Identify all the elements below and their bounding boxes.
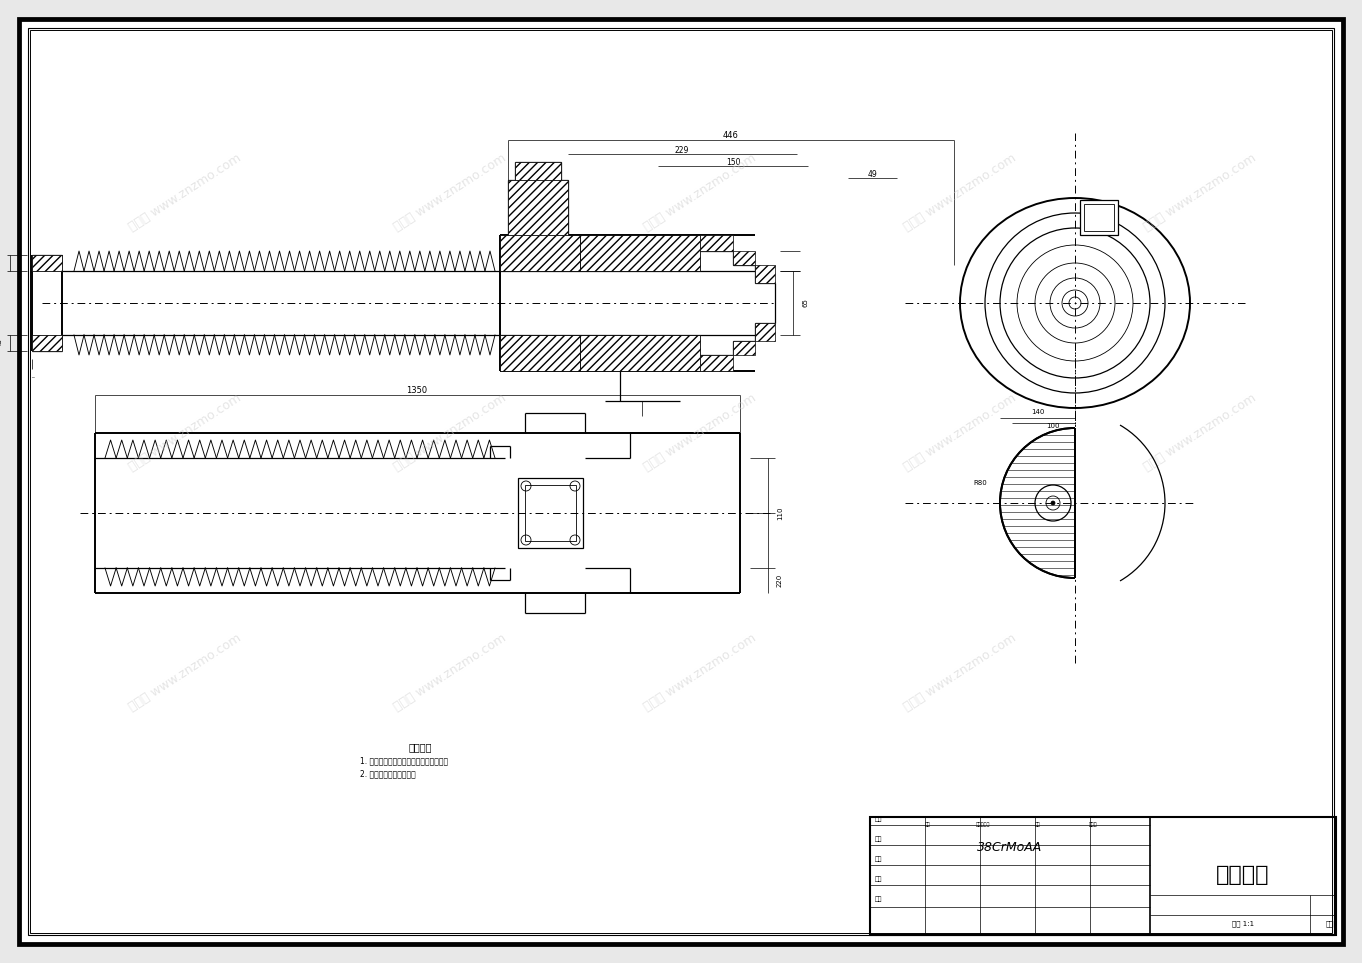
- Text: 知末网 www.znzmo.com: 知末网 www.znzmo.com: [902, 392, 1019, 474]
- Text: 比例 1:1: 比例 1:1: [1233, 920, 1254, 926]
- Text: 38CrMoAA: 38CrMoAA: [978, 841, 1043, 853]
- Bar: [500, 335, 580, 371]
- Bar: [580, 235, 700, 271]
- Text: 2. 锻造后进行调质处理。: 2. 锻造后进行调质处理。: [360, 769, 415, 778]
- Text: 229: 229: [674, 145, 689, 154]
- Bar: [500, 235, 580, 271]
- Bar: [870, 817, 1336, 935]
- Text: 知末网 www.znzmo.com: 知末网 www.znzmo.com: [127, 632, 244, 715]
- Text: 知末网 www.znzmo.com: 知末网 www.znzmo.com: [1141, 152, 1258, 234]
- Text: 1. 零件经氮化处理，气孔、裂纹等缺陷。: 1. 零件经氮化处理，气孔、裂纹等缺陷。: [360, 756, 448, 765]
- Bar: [508, 180, 568, 235]
- Bar: [31, 255, 63, 271]
- Text: 图号: 图号: [1325, 920, 1335, 926]
- Circle shape: [1051, 501, 1056, 505]
- Text: 签名: 签名: [1035, 822, 1041, 827]
- Text: 知末网 www.znzmo.com: 知末网 www.znzmo.com: [127, 152, 244, 234]
- Text: 知末网 www.znzmo.com: 知末网 www.znzmo.com: [902, 632, 1019, 715]
- Text: 知末网 www.znzmo.com: 知末网 www.znzmo.com: [391, 152, 508, 234]
- Text: 100: 100: [1046, 423, 1060, 429]
- Text: 110: 110: [776, 507, 783, 520]
- Text: 150: 150: [726, 158, 741, 167]
- Text: 技术要求: 技术要求: [409, 742, 432, 752]
- Bar: [733, 251, 755, 265]
- Bar: [31, 335, 63, 351]
- Text: 知末网 www.znzmo.com: 知末网 www.znzmo.com: [642, 632, 759, 715]
- Bar: [733, 341, 755, 355]
- Text: 知末网 www.znzmo.com: 知末网 www.znzmo.com: [391, 632, 508, 715]
- Text: R80: R80: [972, 480, 987, 486]
- Bar: [524, 485, 576, 541]
- Text: _: _: [30, 373, 34, 377]
- Text: 140: 140: [1031, 409, 1045, 415]
- Text: 49: 49: [868, 169, 877, 178]
- Text: 审核: 审核: [874, 876, 883, 882]
- Text: 220: 220: [776, 573, 783, 586]
- Text: 446: 446: [723, 131, 740, 140]
- Text: 加料机筒: 加料机筒: [1216, 865, 1269, 885]
- Bar: [1080, 200, 1118, 235]
- Text: 处数: 处数: [925, 822, 930, 827]
- Text: 更改文件号: 更改文件号: [975, 822, 990, 827]
- Text: 年月日: 年月日: [1088, 822, 1098, 827]
- Polygon shape: [1000, 428, 1075, 578]
- Bar: [755, 323, 775, 341]
- Text: 工艺: 工艺: [874, 897, 883, 901]
- Bar: [755, 265, 775, 283]
- Bar: [518, 478, 583, 548]
- Text: 知末网 www.znzmo.com: 知末网 www.znzmo.com: [902, 152, 1019, 234]
- Text: 标记: 标记: [874, 817, 883, 821]
- Text: 设计: 设计: [874, 836, 883, 842]
- Text: 知末网 www.znzmo.com: 知末网 www.znzmo.com: [127, 392, 244, 474]
- Text: 制图: 制图: [874, 856, 883, 862]
- Text: 知末网 www.znzmo.com: 知末网 www.znzmo.com: [391, 392, 508, 474]
- Text: 知末网 www.znzmo.com: 知末网 www.znzmo.com: [642, 152, 759, 234]
- Bar: [700, 355, 733, 371]
- Text: 知末网 www.znzmo.com: 知末网 www.znzmo.com: [642, 392, 759, 474]
- Bar: [1084, 204, 1114, 231]
- Bar: [700, 235, 733, 251]
- Text: 48: 48: [0, 339, 3, 348]
- Text: 知末网 www.znzmo.com: 知末网 www.znzmo.com: [1141, 392, 1258, 474]
- Text: 1350: 1350: [406, 385, 428, 395]
- Bar: [515, 162, 561, 180]
- Bar: [580, 335, 700, 371]
- Text: 65: 65: [802, 299, 808, 307]
